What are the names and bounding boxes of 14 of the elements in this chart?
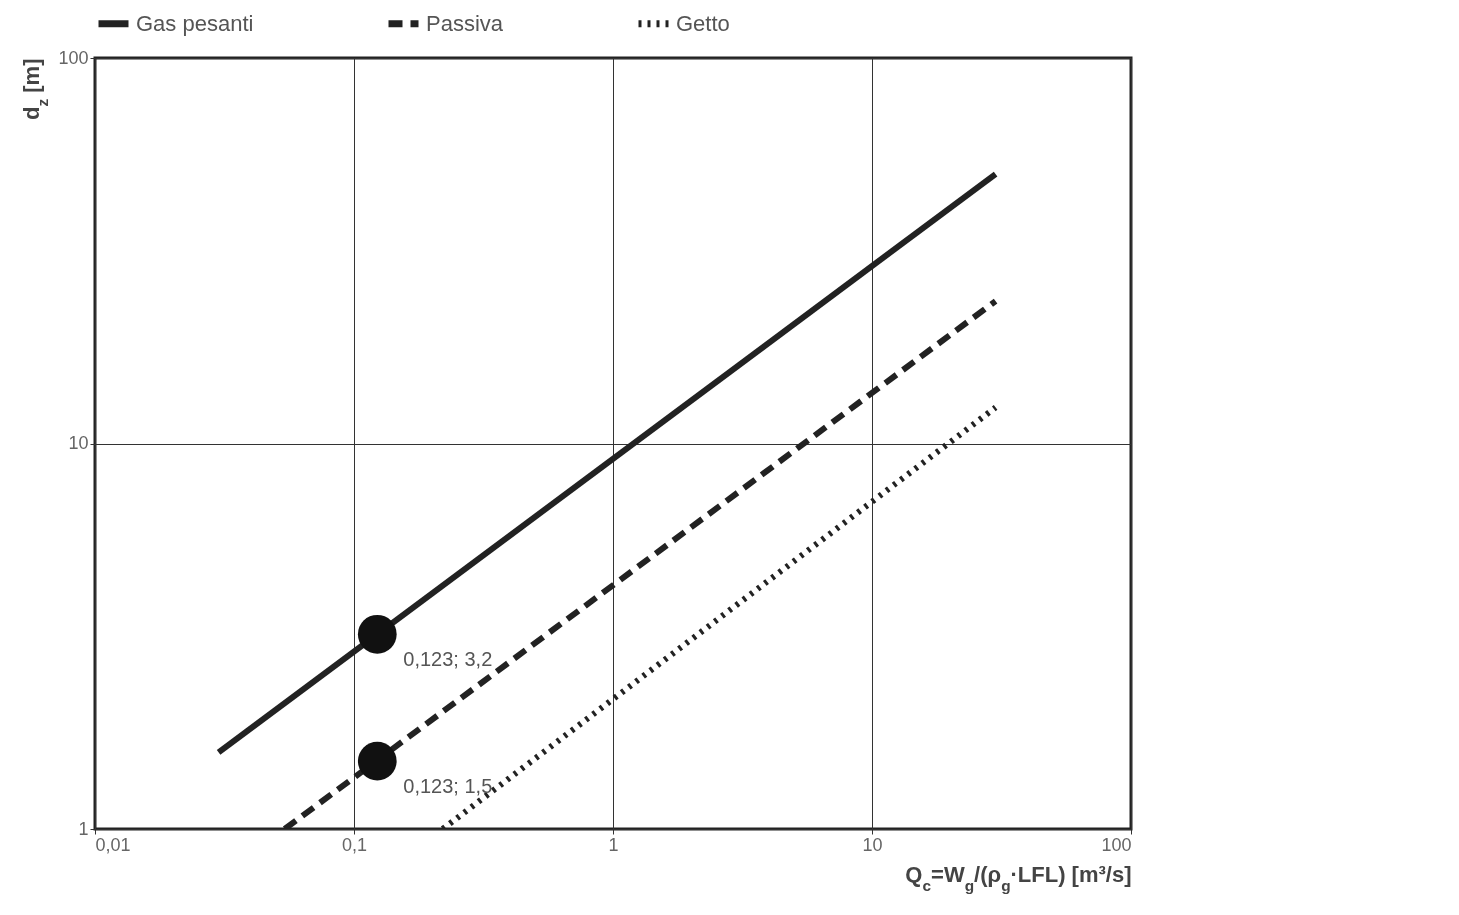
x-tick-label: 0,1 — [341, 834, 368, 855]
x-tick-label: 0,01 — [95, 834, 131, 855]
y-tick-label: 1 — [78, 818, 89, 839]
x-tick-label: 10 — [862, 834, 883, 855]
legend-label: Passiva — [426, 10, 504, 36]
data-label: 0,123; 1,5 — [403, 775, 493, 798]
x-axis-title: Q$_{c}$=W$_{g}$/(ρ$_{g}$·LFL) [m³/s] — [905, 861, 1132, 893]
x-tick-label: 1 — [608, 834, 619, 855]
y-tick-label: 100 — [58, 47, 89, 68]
legend-label: Gas pesanti — [136, 10, 254, 36]
x-tick-label: 100 — [1101, 834, 1132, 855]
legend-label: Getto — [676, 10, 730, 36]
y-tick-label: 10 — [68, 433, 89, 453]
data-label: 0,123; 3,2 — [403, 648, 493, 671]
